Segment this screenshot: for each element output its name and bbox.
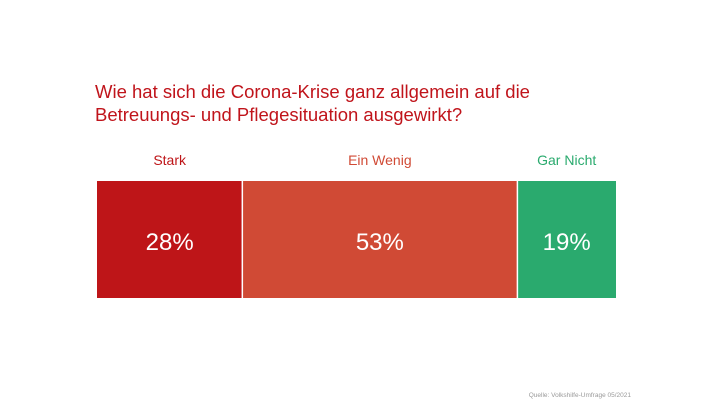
category-label-gar-nicht: Gar Nicht	[537, 152, 596, 168]
value-label-gar-nicht: 19%	[543, 229, 591, 256]
chart-title: Wie hat sich die Corona-Krise ganz allge…	[95, 80, 615, 126]
source-note: Quelle: Volkshilfe-Umfrage 05/2021	[528, 392, 631, 399]
category-label-stark: Stark	[153, 152, 187, 168]
chart-title-line-1: Wie hat sich die Corona-Krise ganz allge…	[95, 81, 530, 102]
chart-title-line-2: Betreuungs- und Pflegesituation ausgewir…	[95, 104, 463, 125]
value-label-stark: 28%	[146, 229, 194, 256]
bar-segment-ein-wenig	[242, 181, 518, 298]
bar-segment-gar-nicht	[517, 181, 616, 298]
value-label-ein-wenig: 53%	[356, 229, 404, 256]
bar-segment-stark	[97, 181, 243, 298]
category-label-ein-wenig: Ein Wenig	[348, 152, 412, 168]
